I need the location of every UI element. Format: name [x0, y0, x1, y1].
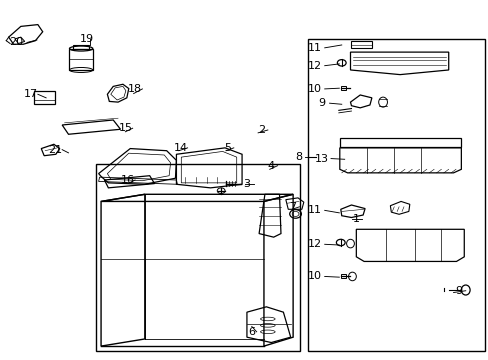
Text: 16: 16: [121, 175, 135, 185]
Text: 5: 5: [224, 143, 230, 153]
Bar: [339, 138, 460, 147]
Text: 19: 19: [79, 34, 93, 44]
Text: 4: 4: [267, 161, 274, 171]
Text: 11: 11: [307, 43, 321, 53]
Text: 9: 9: [454, 286, 461, 296]
Bar: [351, 41, 371, 48]
Text: 21: 21: [48, 145, 62, 155]
Text: 10: 10: [307, 271, 321, 282]
Text: 7: 7: [289, 202, 296, 212]
Bar: [96, 164, 300, 351]
Text: 12: 12: [307, 239, 322, 249]
Text: 10: 10: [307, 84, 321, 94]
Text: 6: 6: [248, 327, 255, 337]
Bar: [69, 49, 93, 70]
Text: 13: 13: [315, 154, 328, 163]
Text: 14: 14: [174, 143, 188, 153]
Bar: [34, 91, 55, 104]
Text: 8: 8: [295, 152, 302, 162]
Bar: [73, 45, 89, 49]
Text: 17: 17: [23, 89, 38, 99]
Bar: [340, 86, 345, 90]
Text: 2: 2: [258, 125, 264, 135]
Text: 20: 20: [9, 37, 23, 48]
Text: 11: 11: [307, 205, 321, 215]
Text: 1: 1: [352, 214, 359, 224]
Text: 18: 18: [128, 84, 142, 94]
Bar: [340, 274, 345, 278]
Text: 9: 9: [318, 98, 325, 108]
Text: 3: 3: [243, 179, 250, 189]
Bar: [307, 39, 484, 351]
Text: 12: 12: [307, 61, 322, 71]
Text: 15: 15: [118, 123, 132, 133]
